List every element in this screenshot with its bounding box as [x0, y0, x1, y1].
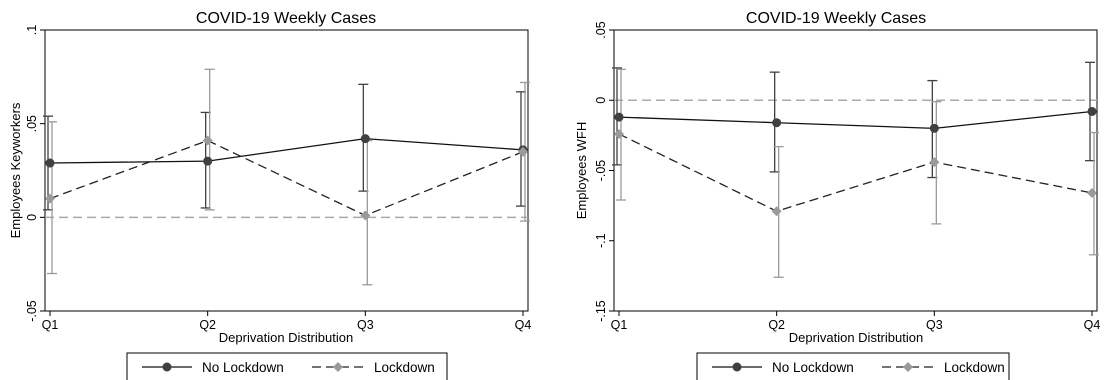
- data-point-no-lockdown: [203, 156, 213, 166]
- y-tick-label: -.1: [594, 233, 608, 248]
- y-tick-label: 0: [25, 214, 39, 221]
- legend-marker-lockdown: [333, 362, 343, 372]
- data-point-lockdown: [518, 146, 528, 157]
- legend-label-no-lockdown: No Lockdown: [202, 360, 284, 375]
- data-point-lockdown: [771, 206, 782, 217]
- chart-panel-2: COVID-19 Weekly Cases -.15 -.1 -.05 0 .05 Q1 Q2…: [574, 10, 1100, 380]
- y-tick-label: -.05: [25, 300, 39, 322]
- y-tick-label: .05: [25, 115, 39, 132]
- chart-title: COVID-19 Weekly Cases: [746, 10, 926, 27]
- legend: No Lockdown Lockdown: [126, 352, 448, 380]
- data-point-no-lockdown: [772, 118, 782, 128]
- data-point-no-lockdown: [1087, 106, 1097, 116]
- data-point-lockdown: [360, 210, 371, 221]
- series-line-lockdown: [618, 133, 1093, 212]
- x-axis-label: Deprivation Distribution: [789, 330, 923, 345]
- chart-title: COVID-19 Weekly Cases: [196, 10, 376, 27]
- series-line-lockdown: [49, 139, 524, 217]
- data-point-lockdown: [929, 157, 940, 168]
- data-point-lockdown: [614, 128, 624, 139]
- x-tick-label: Q4: [515, 318, 532, 332]
- data-point-lockdown: [1087, 187, 1097, 198]
- legend-marker-no-lockdown: [732, 362, 742, 372]
- legend: No Lockdown Lockdown: [696, 352, 1010, 380]
- x-tick-label: Q4: [1084, 318, 1101, 332]
- y-tick-label: .1: [25, 25, 39, 35]
- x-tick-label: Q2: [199, 318, 216, 332]
- legend-label-lockdown: Lockdown: [374, 360, 435, 375]
- legend-label-no-lockdown: No Lockdown: [772, 360, 854, 375]
- x-axis-label: Deprivation Distribution: [219, 330, 353, 345]
- data-point-no-lockdown: [614, 112, 624, 122]
- x-tick-label: Q3: [926, 318, 943, 332]
- legend-label-lockdown: Lockdown: [944, 360, 1005, 375]
- series-line-no-lockdown: [49, 138, 524, 164]
- x-tick-label: Q2: [768, 318, 785, 332]
- plot-frame: [44, 29, 529, 312]
- chart-panel-1: COVID-19 Weekly Cases -.05 0 .05 .1 Q1 Q2 Q3 Q4 D…: [8, 10, 531, 380]
- y-tick-label: 0: [594, 97, 608, 104]
- x-tick-label: Q3: [357, 318, 374, 332]
- y-axis-label: Employees WFH: [574, 122, 589, 220]
- data-point-lockdown: [202, 135, 213, 146]
- x-tick-label: Q1: [42, 318, 59, 332]
- data-point-no-lockdown: [45, 158, 55, 168]
- legend-marker-lockdown: [903, 362, 913, 372]
- data-point-no-lockdown: [929, 123, 939, 133]
- plot-frame: [613, 29, 1098, 312]
- y-tick-label: -.05: [594, 160, 608, 182]
- data-point-lockdown: [45, 193, 55, 204]
- x-tick-label: Q1: [611, 318, 628, 332]
- series-line-no-lockdown: [618, 110, 1093, 130]
- y-tick-label: -.15: [594, 300, 608, 322]
- y-axis-label: Employees Keyworkers: [8, 102, 23, 238]
- data-point-no-lockdown: [360, 134, 370, 144]
- y-tick-label: .05: [594, 21, 608, 38]
- legend-marker-no-lockdown: [162, 362, 172, 372]
